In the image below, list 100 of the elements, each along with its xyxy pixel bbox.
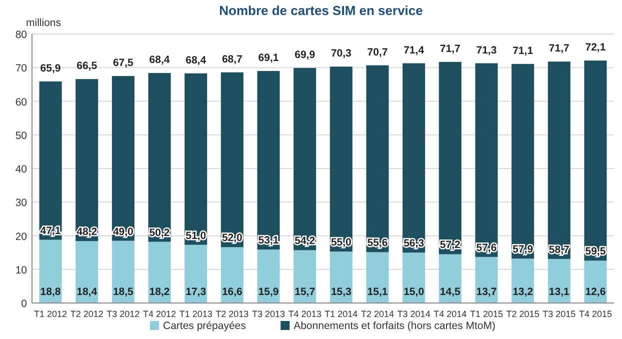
data-label: 18,5 [112,286,134,298]
y-tick-label: 0 [21,298,28,310]
total-label: 67,5 [112,57,134,70]
total-label: 66,5 [76,60,98,72]
bar [330,252,352,303]
x-tick-label: T2 2013 [216,309,249,319]
x-tick-label: T3 2012 [106,309,140,319]
bar [402,63,426,253]
bar [39,240,62,303]
x-tick-label: T3 2013 [252,309,286,319]
bar [39,81,62,240]
bar [366,252,389,303]
bar [584,260,607,303]
y-tick-label: 70 [15,62,28,75]
bar [220,247,244,303]
total-label: 69,1 [258,52,279,64]
data-label: 13,1 [548,286,570,298]
data-label: 57,6 [476,242,497,254]
data-label: 48,2 [76,226,98,238]
data-label: 49,0 [112,226,134,238]
bar [294,250,316,303]
data-label: 18,2 [149,286,170,298]
y-tick-label: 10 [15,264,28,276]
bar [366,65,389,252]
total-label: 65,9 [40,62,61,74]
total-label: 70,7 [367,46,388,58]
bar [148,73,171,242]
x-tick-label: T4 2013 [288,309,322,319]
y-axis-title: millions [26,17,62,29]
y-tick-label: 40 [15,164,28,176]
x-tick-label: T2 2015 [506,309,540,319]
bar [112,76,134,241]
total-label: 69,9 [294,48,316,61]
data-label: 55,6 [367,237,388,250]
legend-label: Cartes prépayées [163,320,246,332]
y-tick-label: 60 [15,96,28,108]
x-tick-label: T3 2015 [542,309,576,319]
data-label: 17,3 [186,286,206,298]
data-label: 52,0 [222,232,243,244]
data-label: 15,3 [330,286,352,298]
total-label: 68,4 [149,54,170,66]
bar [512,258,534,303]
data-label: 13,2 [512,286,534,298]
data-label: 57,2 [440,239,461,252]
total-label: 68,7 [222,53,243,66]
total-label: 71,1 [512,44,534,57]
x-tick-label: T2 2014 [360,309,394,319]
x-tick-label: T1 2014 [324,309,358,319]
data-label: 18,4 [76,286,98,298]
x-tick-label: T3 2014 [397,309,430,319]
bar [257,250,280,303]
data-label: 56,3 [404,238,424,250]
legend-label: Abonnements et forfaits (hors cartes MtoM) [294,320,496,332]
total-label: 71,7 [440,42,461,55]
data-label: 51,0 [186,230,206,242]
y-tick-label: 30 [15,197,28,210]
data-label: 18,8 [40,286,61,298]
bar [148,242,171,303]
total-label: 68,4 [186,54,206,66]
total-label: 70,3 [330,48,352,60]
data-label: 47,1 [40,224,61,237]
bar [330,66,352,252]
x-tick-label: T1 2012 [34,309,68,319]
bar [402,252,426,303]
x-tick-label: T4 2014 [434,309,467,319]
data-label: 15,0 [404,286,424,298]
bar [475,63,498,257]
bar [184,244,208,303]
x-tick-label: T4 2012 [143,309,176,319]
bar [112,240,134,303]
bar [220,72,244,248]
data-label: 50,2 [149,226,170,239]
data-label: 55,0 [330,236,352,249]
data-label: 13,7 [476,286,497,298]
total-label: 71,4 [404,44,424,56]
bar [548,62,570,259]
data-label: 15,7 [294,286,316,298]
bar [475,256,498,303]
x-tick-label: T1 2013 [179,309,212,319]
bar [257,70,280,250]
data-label: 12,6 [585,286,606,298]
total-label: 71,7 [548,42,570,55]
total-label: 72,1 [585,42,606,54]
x-tick-label: T1 2015 [470,309,503,319]
data-label: 53,1 [258,234,279,247]
data-label: 58,7 [548,244,570,256]
bar [548,258,570,303]
y-tick-label: 20 [15,230,28,243]
bar [76,79,98,242]
data-label: 15,9 [258,286,279,298]
data-label: 57,9 [512,244,534,256]
bar [76,241,98,303]
bar [438,254,462,303]
data-label: 59,5 [585,246,606,258]
bar [294,68,316,250]
bar [512,64,534,259]
data-label: 16,6 [222,286,243,298]
y-tick-label: 80 [15,29,28,41]
bar [438,62,462,254]
data-label: 14,5 [440,286,461,298]
